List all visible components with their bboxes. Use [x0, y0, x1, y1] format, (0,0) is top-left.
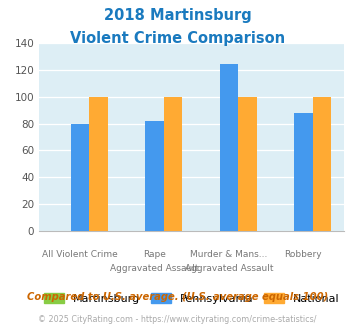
Bar	[294, 113, 313, 231]
Text: Aggravated Assault: Aggravated Assault	[185, 264, 273, 273]
Text: Robbery: Robbery	[285, 250, 322, 259]
Text: Compared to U.S. average. (U.S. average equals 100): Compared to U.S. average. (U.S. average …	[27, 292, 328, 302]
Text: © 2025 CityRating.com - https://www.cityrating.com/crime-statistics/: © 2025 CityRating.com - https://www.city…	[38, 315, 317, 324]
Bar	[71, 123, 89, 231]
Bar	[220, 64, 238, 231]
Text: Aggravated Assault: Aggravated Assault	[110, 264, 199, 273]
Text: Violent Crime Comparison: Violent Crime Comparison	[70, 31, 285, 46]
Text: 2018 Martinsburg: 2018 Martinsburg	[104, 8, 251, 23]
Bar	[145, 121, 164, 231]
Text: Murder & Mans...: Murder & Mans...	[190, 250, 268, 259]
Bar	[238, 97, 257, 231]
Legend: Martinsburg, Pennsylvania, National: Martinsburg, Pennsylvania, National	[44, 293, 340, 304]
Bar	[89, 97, 108, 231]
Bar	[164, 97, 182, 231]
Bar	[313, 97, 331, 231]
Text: All Violent Crime: All Violent Crime	[42, 250, 118, 259]
Text: Rape: Rape	[143, 250, 166, 259]
